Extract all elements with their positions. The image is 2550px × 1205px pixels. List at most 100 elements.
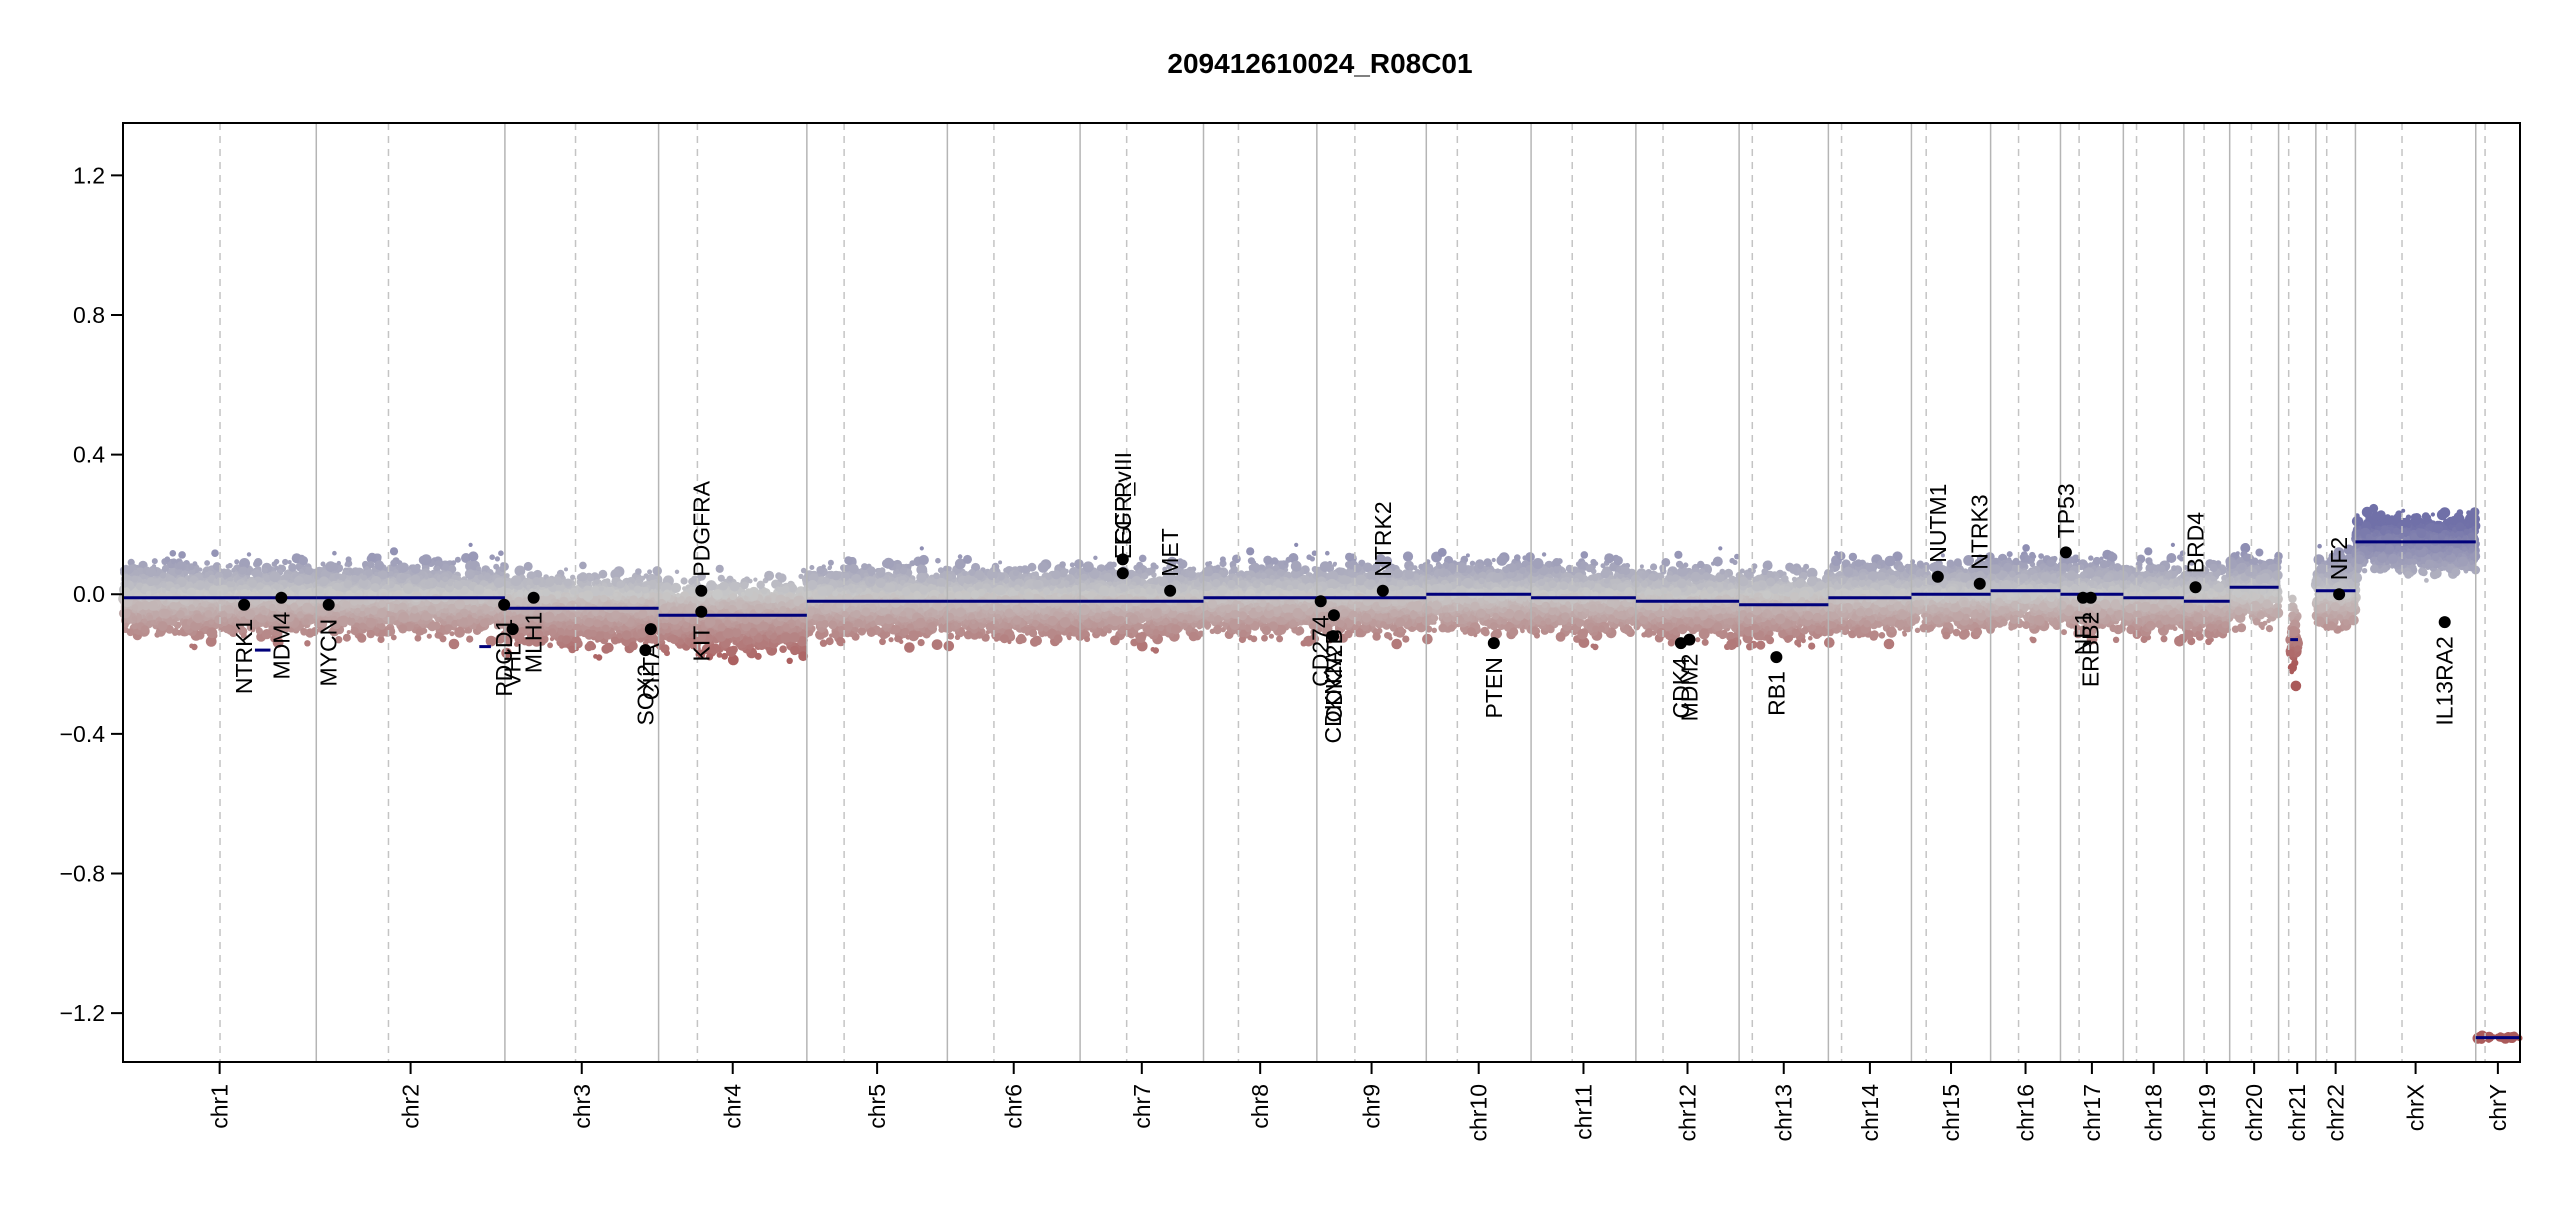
probe-point xyxy=(454,581,463,590)
probe-point xyxy=(347,630,351,634)
probe-point xyxy=(498,550,504,556)
probe-point xyxy=(477,626,482,631)
probe-point xyxy=(515,566,526,577)
probe-point xyxy=(318,599,323,604)
probe-point xyxy=(347,619,352,624)
probe-point xyxy=(357,634,366,643)
probe-point xyxy=(415,629,422,636)
probe-point xyxy=(374,560,384,570)
probe-point xyxy=(399,563,409,573)
probe-point xyxy=(199,606,205,612)
probe-point xyxy=(361,575,367,581)
probe-point xyxy=(472,613,477,618)
probe-point xyxy=(495,556,500,561)
probe-point xyxy=(366,569,373,576)
probe-points-layer xyxy=(118,504,2522,1044)
probe-point xyxy=(480,619,489,628)
probe-point xyxy=(469,543,473,547)
probe-point xyxy=(455,612,462,619)
probe-point xyxy=(428,573,433,578)
probe-point xyxy=(359,623,366,630)
probe-point xyxy=(411,606,418,613)
probe-point xyxy=(468,551,478,561)
probe-point xyxy=(211,549,219,557)
probe-point xyxy=(291,585,298,592)
probe-point xyxy=(367,630,375,638)
probe-point xyxy=(469,572,475,578)
probe-point xyxy=(335,574,340,579)
probe-point xyxy=(325,561,336,572)
probe-point xyxy=(247,552,251,556)
probe-point xyxy=(220,611,227,618)
probe-point xyxy=(345,563,349,567)
probe-point xyxy=(390,560,397,567)
probe-point xyxy=(400,573,407,580)
probe-point xyxy=(342,601,350,609)
probe-point xyxy=(160,572,166,578)
probe-point xyxy=(226,564,231,569)
probe-point xyxy=(441,636,445,640)
probe-point xyxy=(435,632,442,639)
probe-point xyxy=(161,609,171,619)
probe-point xyxy=(304,640,310,646)
probe-point xyxy=(368,553,376,561)
probe-point xyxy=(385,627,395,637)
probe-point xyxy=(474,585,484,595)
probe-point xyxy=(223,569,232,578)
probe-point xyxy=(317,587,324,594)
probe-point xyxy=(319,576,329,586)
probe-point xyxy=(489,554,495,560)
probe-point xyxy=(424,600,430,606)
probe-point xyxy=(256,582,264,590)
probe-point xyxy=(477,610,483,616)
probe-point xyxy=(351,587,357,593)
probe-point xyxy=(337,561,341,565)
probe-point xyxy=(169,602,177,610)
probe-point xyxy=(304,618,310,624)
probe-point xyxy=(262,586,271,595)
probe-point xyxy=(484,573,491,580)
probe-point xyxy=(262,567,268,573)
probe-point xyxy=(455,599,465,609)
probe-point xyxy=(249,579,257,587)
probe-point xyxy=(377,608,387,618)
probe-point xyxy=(204,560,210,566)
probe-point xyxy=(218,600,225,607)
probe-point xyxy=(303,575,312,584)
probe-point xyxy=(374,572,378,576)
probe-point xyxy=(177,561,186,570)
probe-point xyxy=(131,576,138,583)
probe-point xyxy=(133,570,139,576)
probe-point xyxy=(343,634,351,642)
probe-point xyxy=(377,624,381,628)
probe-point xyxy=(476,566,481,571)
probe-point xyxy=(238,585,243,590)
probe-point xyxy=(442,576,448,582)
probe-point xyxy=(146,577,155,586)
probe-point xyxy=(445,624,453,632)
probe-point xyxy=(398,624,407,633)
chart-title: 209412610024_R08C01 xyxy=(1167,48,1472,79)
probe-point xyxy=(389,616,395,622)
probe-point xyxy=(602,572,606,576)
probe-point xyxy=(141,574,147,580)
probe-point xyxy=(470,605,477,612)
probe-point xyxy=(302,603,312,613)
probe-point xyxy=(321,562,326,567)
probe-point xyxy=(207,627,218,638)
probe-point xyxy=(261,610,267,616)
probe-point xyxy=(147,615,153,621)
probe-point xyxy=(410,575,420,585)
probe-point xyxy=(187,588,196,597)
probe-point xyxy=(121,580,129,588)
probe-point xyxy=(449,639,460,650)
probe-point xyxy=(238,610,245,617)
probe-point xyxy=(454,627,465,638)
probe-point xyxy=(254,558,262,566)
probe-point xyxy=(120,587,130,597)
probe-point xyxy=(173,628,179,634)
probe-point xyxy=(148,601,158,611)
probe-point xyxy=(151,620,155,624)
probe-point xyxy=(351,575,358,582)
